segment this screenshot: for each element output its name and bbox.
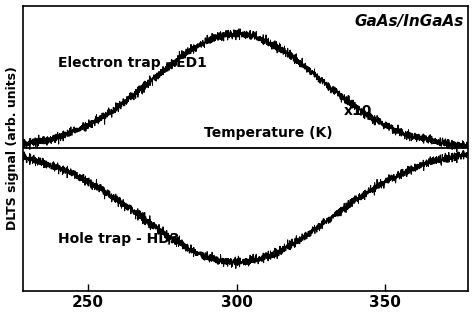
Text: GaAs/InGaAs: GaAs/InGaAs	[355, 14, 464, 29]
Text: Temperature (K): Temperature (K)	[203, 125, 332, 140]
Text: Hole trap - HD3: Hole trap - HD3	[58, 232, 180, 246]
Text: x10: x10	[344, 104, 372, 118]
Y-axis label: DLTS signal (arb. units): DLTS signal (arb. units)	[6, 66, 18, 230]
Text: Electron trap - ED1: Electron trap - ED1	[58, 56, 207, 70]
